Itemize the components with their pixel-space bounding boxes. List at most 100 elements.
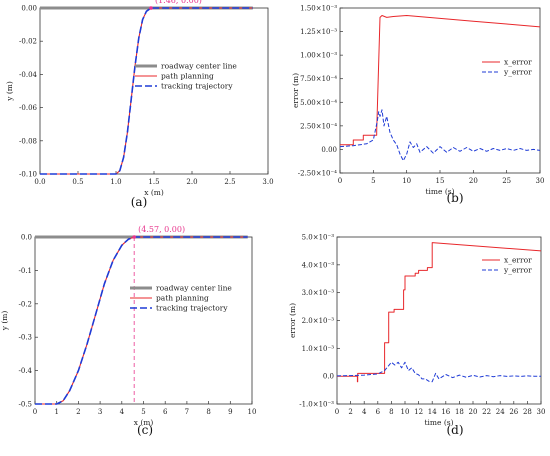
x-tick-label: 14 [428, 408, 437, 416]
plot-frame [339, 7, 541, 174]
legend-entry: path planning [161, 72, 214, 81]
x-tick-label: 24 [496, 408, 505, 416]
annotation-marker [132, 235, 136, 239]
series-x-error [337, 242, 542, 383]
x-tick-label: 18 [455, 408, 464, 416]
legend-entry: path planning [156, 294, 209, 303]
plot-frame [39, 7, 269, 175]
chart-a: 0.0 0.5 1.0 1.5 2.0 2.5 3.0 0.00 -0.02 -0.04 -0.06… [5, 0, 274, 209]
x-tick-label: 26 [509, 408, 518, 416]
x-tick-label: 0.0 [34, 178, 45, 186]
x-tick-label: 1 [54, 408, 58, 416]
x-tick-label: 1.0 [110, 178, 121, 186]
y-tick-label: 5.00×10⁻⁴ [300, 99, 337, 107]
x-tick-label: 2.0 [186, 178, 197, 186]
x-tick-label: 20 [469, 177, 478, 185]
y-axis-label: error (m) [288, 303, 297, 338]
x-tick-label: 8 [206, 408, 210, 416]
chart-d: 0 2 4 6 8 10 12 14 16 18 20 22 24 26 28 305.0×10⁻³4.0×1… [288, 234, 545, 438]
series-tracking-trajectory [35, 236, 248, 405]
y-tick-label: -0.06 [19, 104, 37, 112]
x-tick-label: 30 [536, 177, 545, 185]
x-tick-label: 8 [389, 408, 393, 416]
plot-frame [34, 236, 253, 405]
x-tick-label: 0 [335, 408, 339, 416]
annotation-label: (4.57, 0.00) [138, 225, 185, 234]
annotation-marker [149, 6, 153, 10]
y-tick-label: 0.00 [21, 5, 37, 13]
panel-label: (b) [446, 191, 463, 205]
x-tick-label: 4 [362, 408, 367, 416]
y-axis-label: y (m) [0, 311, 9, 332]
x-tick-label: 22 [482, 408, 491, 416]
chart-c: 0 1 2 3 4 5 6 7 8 9 10 0.0 -0.1 -0.2 -0.3 -0.4 -0.5 x (m)… [0, 225, 256, 437]
y-tick-label: -0.5 [19, 401, 33, 409]
x-tick-label: 6 [163, 408, 168, 416]
y-tick-label: -0.3 [19, 334, 33, 342]
x-tick-label: 0 [33, 408, 37, 416]
annotation-label: (1.46, 0.00) [155, 0, 202, 5]
x-tick-label: 25 [502, 177, 511, 185]
legend-entry: x_error [504, 256, 532, 265]
y-tick-label: -1.0×10⁻³ [299, 401, 334, 409]
y-tick-label: -0.02 [19, 38, 37, 46]
x-tick-label: 28 [523, 408, 532, 416]
y-tick-label: 1.0×10⁻³ [302, 345, 335, 353]
y-tick-label: -2.50×10⁻⁴ [298, 170, 337, 178]
y-tick-label: -0.10 [19, 171, 37, 179]
panel-label: (a) [131, 195, 148, 209]
legend-entry: roadway center line [156, 284, 232, 293]
x-tick-label: 10 [401, 408, 410, 416]
panel-label: (d) [446, 423, 463, 437]
y-tick-label: -0.2 [19, 300, 33, 308]
y-tick-label: 2.50×10⁻⁴ [300, 122, 337, 130]
x-tick-label: 2.5 [224, 178, 235, 186]
x-tick-label: 2 [348, 408, 352, 416]
y-axis-label: y (m) [5, 81, 14, 102]
y-tick-label: 7.50×10⁻⁴ [300, 75, 337, 83]
x-tick-label: 4 [120, 408, 125, 416]
x-tick-label: 0.5 [72, 178, 83, 186]
series-x-error [340, 15, 541, 146]
legend-entry: y_error [503, 68, 532, 77]
y-tick-label: 3.0×10⁻³ [302, 289, 335, 297]
x-tick-label: 20 [469, 408, 478, 416]
y-axis-label: error (m) [291, 73, 300, 108]
legend-entry: roadway center line [161, 62, 237, 71]
x-tick-label: 1.5 [148, 178, 159, 186]
y-tick-label: -0.04 [19, 71, 37, 79]
series-path-planning [35, 236, 248, 405]
series-y-error [336, 361, 541, 383]
y-tick-label: 0.0 [21, 234, 32, 242]
series-tracking-trajectory [40, 7, 253, 175]
x-axis-label: time (s) [424, 418, 453, 427]
y-tick-label: 1.25×10⁻³ [300, 28, 337, 36]
x-axis-label: x (m) [134, 418, 154, 427]
y-tick-label: 0.00 [321, 146, 337, 154]
y-tick-label: -0.4 [19, 367, 33, 375]
series-y-error [339, 109, 541, 162]
x-tick-label: 10 [402, 177, 411, 185]
y-tick-label: 1.50×10⁻³ [300, 5, 337, 13]
x-tick-label: 5 [371, 177, 375, 185]
chart-b: 0 5 10 15 20 25 30 1.50×10⁻³ 1.25×10⁻³ 1.00×10⁻³ 7… [291, 5, 544, 206]
x-tick-label: 0 [338, 177, 342, 185]
x-tick-label: 10 [248, 408, 257, 416]
x-tick-label: 16 [441, 408, 450, 416]
legend-entry: tracking trajectory [161, 82, 233, 91]
y-tick-label: 1.00×10⁻³ [300, 52, 337, 60]
y-tick-label: -0.1 [19, 267, 33, 275]
x-tick-label: 3.0 [262, 178, 273, 186]
x-tick-label: 6 [376, 408, 381, 416]
x-tick-label: 2 [76, 408, 80, 416]
x-tick-label: 7 [185, 408, 189, 416]
y-tick-label: 4.0×10⁻³ [302, 261, 335, 269]
legend-entry: tracking trajectory [156, 304, 228, 313]
x-tick-label: 12 [414, 408, 423, 416]
x-axis-label: x (m) [144, 188, 164, 197]
x-tick-label: 9 [228, 408, 232, 416]
y-tick-label: 5.0×10⁻³ [302, 234, 335, 242]
x-tick-label: 5 [141, 408, 145, 416]
x-tick-label: 15 [436, 177, 445, 185]
